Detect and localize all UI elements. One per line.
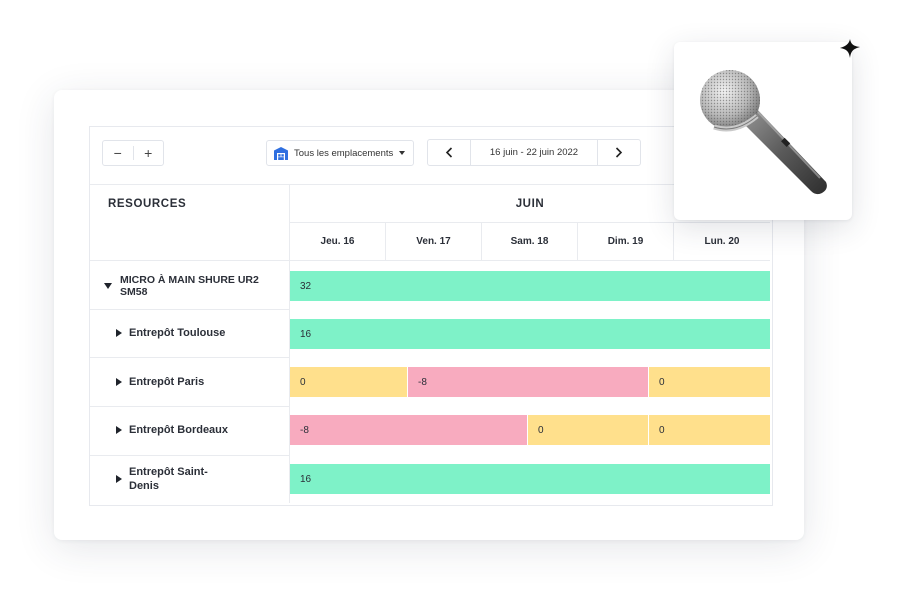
day-header: Ven. 17	[416, 236, 451, 247]
date-range-label: 16 juin - 22 juin 2022	[470, 140, 598, 165]
shortage-bar[interactable]: -8	[290, 415, 527, 445]
zoom-in-button[interactable]: +	[144, 145, 153, 161]
sparkle-icon	[840, 39, 860, 58]
availability-bar[interactable]: 0	[649, 367, 770, 397]
availability-bar[interactable]: 0	[528, 415, 648, 445]
bar-value: 0	[659, 376, 665, 388]
bar-value: 0	[300, 376, 306, 388]
previous-week-button[interactable]	[428, 140, 470, 165]
caret-right-icon	[116, 475, 122, 483]
caret-right-icon	[116, 329, 122, 337]
divider	[90, 184, 770, 185]
caret-right-icon	[116, 378, 122, 386]
divider	[577, 222, 578, 260]
bar-value: 32	[300, 280, 312, 292]
next-week-button[interactable]	[598, 140, 640, 165]
resource-label: Entrepôt Paris	[129, 376, 205, 388]
date-navigator: 16 juin - 22 juin 2022	[427, 139, 641, 166]
day-header: Dim. 19	[607, 236, 644, 247]
bar-value: -8	[418, 376, 427, 388]
bar-value: -8	[300, 424, 309, 436]
divider	[290, 222, 770, 223]
divider	[289, 184, 290, 503]
availability-bar[interactable]: 32	[290, 271, 770, 301]
resource-row-paris[interactable]: Entrepôt Paris	[90, 368, 288, 396]
planning-panel	[89, 126, 773, 506]
divider	[90, 406, 289, 407]
zoom-controls: − +	[102, 140, 164, 166]
product-image-card	[674, 42, 852, 220]
warehouse-icon	[274, 146, 288, 160]
zoom-out-button[interactable]: −	[113, 145, 122, 161]
divider	[90, 455, 289, 456]
chevron-right-icon	[615, 147, 623, 158]
resource-label: MICRO À MAIN SHURE UR2 SM58	[120, 274, 259, 298]
day-header: Sam. 18	[510, 236, 549, 247]
resource-row-toulouse[interactable]: Entrepôt Toulouse	[90, 319, 288, 347]
shortage-bar[interactable]: -8	[408, 367, 648, 397]
divider	[673, 222, 674, 260]
bar-value: 16	[300, 473, 312, 485]
bar-value: 16	[300, 328, 312, 340]
day-header: Lun. 20	[704, 236, 740, 247]
divider	[385, 222, 386, 260]
microphone-image	[700, 70, 827, 195]
divider	[90, 260, 770, 261]
location-select[interactable]: Tous les emplacements	[266, 140, 414, 166]
availability-bar[interactable]: 0	[290, 367, 407, 397]
day-header: Jeu. 16	[320, 236, 355, 247]
resource-row-saint-denis[interactable]: Entrepôt Saint-Denis	[90, 462, 288, 496]
resource-row-product[interactable]: MICRO À MAIN SHURE UR2 SM58	[90, 272, 288, 300]
divider	[90, 309, 289, 310]
availability-bar[interactable]: 0	[649, 415, 770, 445]
availability-bar[interactable]: 16	[290, 464, 770, 494]
resource-label: Entrepôt Saint-Denis	[129, 466, 208, 492]
resources-header: RESOURCES	[108, 198, 187, 210]
bar-value: 0	[659, 424, 665, 436]
chevron-left-icon	[445, 147, 453, 158]
bar-value: 0	[538, 424, 544, 436]
resource-label: Entrepôt Bordeaux	[129, 424, 229, 436]
caret-down-icon	[399, 151, 405, 155]
divider	[90, 357, 289, 358]
divider	[481, 222, 482, 260]
caret-right-icon	[116, 426, 122, 434]
divider	[132, 146, 134, 160]
location-select-label: Tous les emplacements	[294, 147, 394, 159]
month-header: JUIN	[515, 197, 545, 210]
resource-label: Entrepôt Toulouse	[129, 327, 226, 339]
caret-down-icon	[104, 283, 112, 289]
resource-row-bordeaux[interactable]: Entrepôt Bordeaux	[90, 416, 288, 444]
availability-bar[interactable]: 16	[290, 319, 770, 349]
